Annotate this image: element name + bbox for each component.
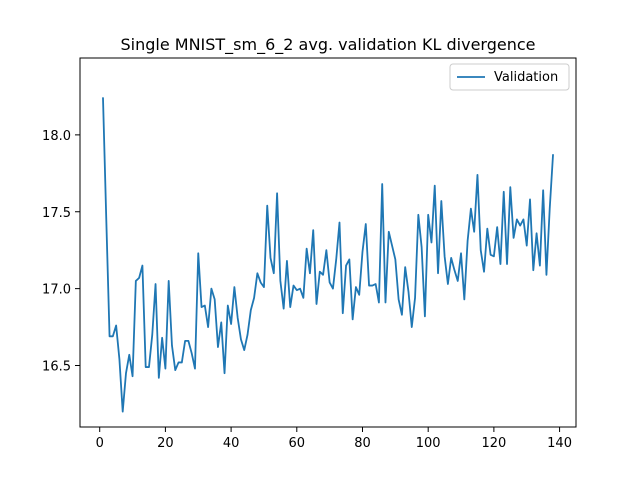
- x-tick-label: 60: [289, 436, 306, 451]
- x-tick-label: 20: [157, 436, 174, 451]
- series-layer: [102, 97, 554, 413]
- y-tick-label: 17.0: [42, 283, 71, 298]
- chart-title: Single MNIST_sm_6_2 avg. validation KL d…: [120, 35, 535, 55]
- axis-ticks: 0 20 40 60 80 100 120 140 16.5 17.0 17.5 18.0: [42, 129, 572, 451]
- y-tick-label: 16.5: [42, 360, 71, 375]
- x-tick-label: 80: [354, 436, 371, 451]
- x-tick-label: 0: [96, 436, 104, 451]
- y-tick-label: 18.0: [42, 129, 71, 144]
- y-tick-label: 17.5: [42, 206, 71, 221]
- legend-label: Validation: [494, 70, 558, 85]
- x-tick-label: 120: [481, 436, 506, 451]
- plot-area: [80, 58, 576, 427]
- legend: Validation: [449, 63, 570, 91]
- x-tick-label: 140: [547, 436, 572, 451]
- x-tick-label: 100: [416, 436, 441, 451]
- plot-frame: [79, 57, 577, 428]
- x-tick-label: 40: [223, 436, 240, 451]
- series-line-validation: [102, 97, 554, 413]
- legend-box: [449, 63, 570, 91]
